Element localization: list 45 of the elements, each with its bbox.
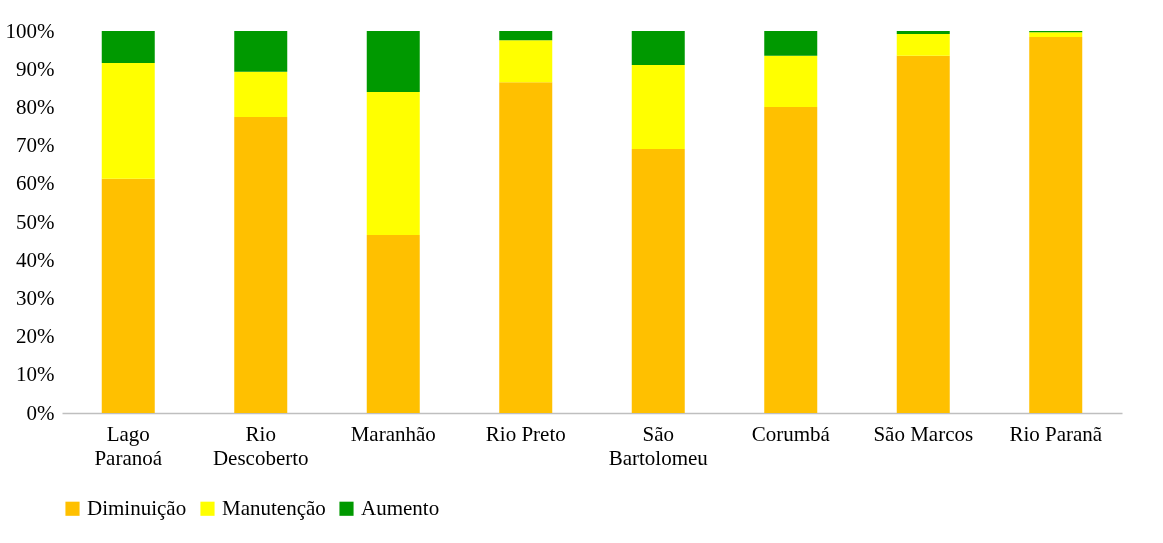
y-tick-label: 20% [16,324,55,349]
bar [896,55,950,413]
y-tick-label: 100% [5,18,55,43]
x-tick-label: Rio Paranã [1009,421,1103,446]
bar [101,178,155,413]
bar [101,63,155,179]
x-tick-label: São Bartolomeu [608,421,709,470]
bar [896,34,950,56]
bar [499,82,553,413]
bar [234,71,288,117]
bar [764,55,818,108]
bar [366,234,420,413]
bar [1029,32,1083,38]
x-tick-label: Rio Descoberto [212,421,309,470]
bar [499,40,553,83]
bar [499,31,553,41]
y-tick-label: 30% [16,285,55,310]
bar [631,149,685,413]
bar [896,31,950,35]
bar [366,31,420,93]
x-tick-label: Maranhão [350,421,436,446]
bar [234,31,288,72]
y-tick-label: 60% [16,171,55,196]
y-tick-label: 10% [16,362,55,387]
legend-label: Aumento [361,495,440,520]
y-tick-label: 0% [26,400,55,425]
bar [1029,37,1083,413]
x-tick-label: São Marcos [873,421,974,446]
legend-label: Manutenção [222,495,326,520]
bar [631,31,685,65]
bar [764,107,818,413]
bar [234,116,288,413]
bar [631,65,685,150]
x-tick-label: Rio Preto [485,421,566,446]
legend-label: Diminuição [87,495,187,520]
y-tick-label: 90% [16,56,55,81]
y-tick-label: 50% [16,209,55,234]
y-tick-label: 80% [16,94,55,119]
bar [764,31,818,56]
y-tick-label: 40% [16,247,55,272]
bar [366,92,420,235]
x-tick-label: Lago Paranoá [94,421,163,470]
bar [101,31,155,64]
x-tick-label: Corumbá [751,421,831,446]
y-tick-label: 70% [16,133,55,158]
